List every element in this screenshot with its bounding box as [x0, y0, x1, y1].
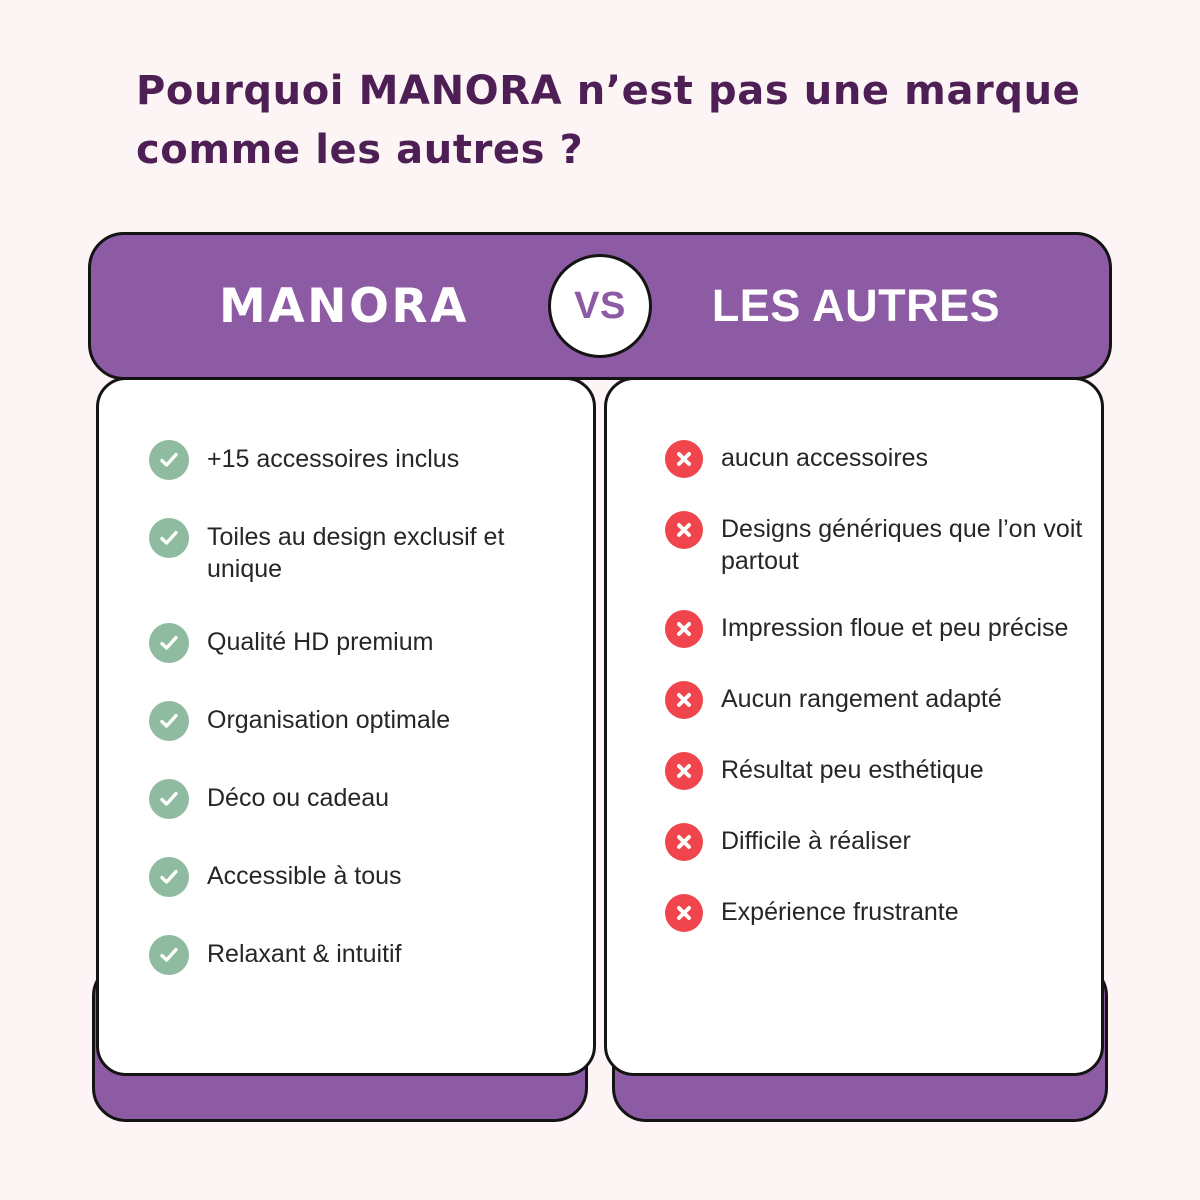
list-item-label: Qualité HD premium	[207, 628, 434, 656]
page-title-line-1: Pourquoi MANORA n’est pas une marque	[136, 68, 1081, 114]
list-item-label: Designs génériques que l’on voit partout	[721, 515, 1083, 575]
list-item-label: Accessible à tous	[207, 862, 402, 890]
list-item: Impression floue et peu précise	[665, 610, 1085, 648]
list-item: aucun accessoires	[665, 440, 1085, 478]
list-item: Résultat peu esthétique	[665, 752, 1085, 790]
check-circle-icon	[149, 440, 189, 480]
list-item: Déco ou cadeau	[149, 779, 569, 819]
cross-circle-icon	[665, 894, 703, 932]
manora-column-header: MANORA	[219, 278, 469, 334]
list-item: Aucun rangement adapté	[665, 681, 1085, 719]
competitors-column-card: aucun accessoires Designs génériques que …	[604, 377, 1104, 1076]
list-item-label: +15 accessoires inclus	[207, 445, 460, 473]
page-title: Pourquoi MANORA n’est pas une marque com…	[136, 62, 1096, 180]
cross-circle-icon	[665, 610, 703, 648]
manora-column-card: +15 accessoires inclus Toiles au design e…	[96, 377, 596, 1076]
cross-circle-icon	[665, 823, 703, 861]
list-item-label: Toiles au design exclusif et unique	[207, 523, 505, 583]
list-item: Designs génériques que l’on voit partout	[665, 511, 1085, 577]
check-circle-icon	[149, 779, 189, 819]
check-circle-icon	[149, 857, 189, 897]
competitors-drawbacks-list: aucun accessoires Designs génériques que …	[665, 440, 1085, 932]
list-item: Expérience frustrante	[665, 894, 1085, 932]
list-item-label: Relaxant & intuitif	[207, 940, 402, 968]
cross-circle-icon	[665, 511, 703, 549]
check-circle-icon	[149, 518, 189, 558]
list-item: Accessible à tous	[149, 857, 569, 897]
list-item-label: Expérience frustrante	[721, 898, 959, 926]
list-item-label: aucun accessoires	[721, 444, 929, 472]
list-item-label: Organisation optimale	[207, 706, 451, 734]
list-item-label: Impression floue et peu précise	[721, 614, 1069, 642]
check-circle-icon	[149, 623, 189, 663]
list-item: Toiles au design exclusif et unique	[149, 518, 569, 585]
page-title-line-2: comme les autres ?	[136, 127, 584, 174]
list-item: Organisation optimale	[149, 701, 569, 741]
cross-circle-icon	[665, 440, 703, 478]
cross-circle-icon	[665, 752, 703, 790]
comparison-table: +15 accessoires inclus Toiles au design e…	[88, 232, 1112, 1122]
competitors-column-header: LES AUTRES	[711, 280, 1001, 331]
cross-circle-icon	[665, 681, 703, 719]
list-item: Difficile à réaliser	[665, 823, 1085, 861]
list-item: Qualité HD premium	[149, 623, 569, 663]
manora-benefits-list: +15 accessoires inclus Toiles au design e…	[149, 440, 569, 975]
vs-badge: VS	[548, 254, 652, 358]
list-item: Relaxant & intuitif	[149, 935, 569, 975]
list-item-label: Aucun rangement adapté	[721, 685, 1002, 713]
check-circle-icon	[149, 701, 189, 741]
check-circle-icon	[149, 935, 189, 975]
list-item: +15 accessoires inclus	[149, 440, 569, 480]
list-item-label: Déco ou cadeau	[207, 784, 390, 812]
list-item-label: Difficile à réaliser	[721, 827, 911, 855]
list-item-label: Résultat peu esthétique	[721, 756, 984, 784]
